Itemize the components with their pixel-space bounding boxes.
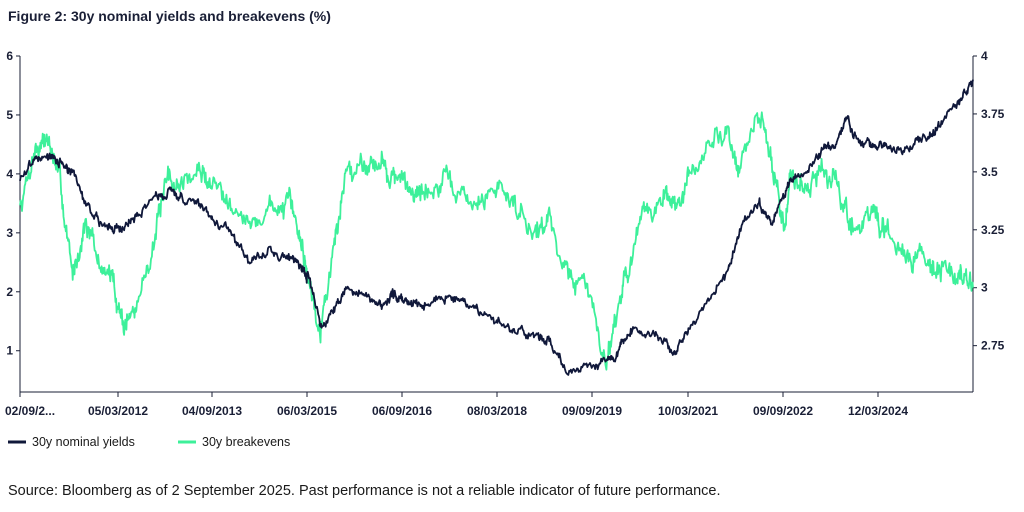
left-y-tick-label: 5 (6, 108, 13, 122)
x-tick-label: 06/03/2015 (277, 404, 337, 418)
right-y-tick-label: 2.75 (981, 339, 1005, 353)
left-y-tick-label: 1 (6, 344, 13, 358)
chart-series-layer (19, 79, 974, 376)
right-y-tick-label: 4 (981, 49, 988, 63)
right-y-tick-label: 3.25 (981, 223, 1005, 237)
chart-title: Figure 2: 30y nominal yields and breakev… (8, 8, 331, 24)
left-y-tick-label: 6 (6, 49, 13, 63)
left-y-tick-label: 4 (6, 167, 13, 181)
x-tick-label: 08/03/2018 (467, 404, 527, 418)
chart-axes: 1 2 3 4 5 6 2.75 3 3.25 3.5 3.75 4 02/09/2... 05/03/2… (5, 49, 1005, 418)
x-tick-label: 09/09/2019 (562, 404, 622, 418)
x-tick-label: 12/03/2024 (848, 404, 908, 418)
right-y-tick-label: 3.5 (981, 165, 998, 179)
right-y-tick-label: 3.75 (981, 107, 1005, 121)
chart-canvas: 1 2 3 4 5 6 2.75 3 3.25 3.5 3.75 4 02/09/2... 05/03/2… (5, 49, 1005, 449)
right-y-tick-label: 3 (981, 281, 988, 295)
breakevens-line (19, 111, 974, 371)
left-y-tick-label: 2 (6, 285, 13, 299)
x-tick-label: 10/03/2021 (658, 404, 718, 418)
legend-label-breakevens: 30y breakevens (202, 435, 290, 449)
x-tick-label: 06/09/2016 (372, 404, 432, 418)
x-tick-label: 04/09/2013 (182, 404, 242, 418)
x-tick-label: 09/09/2022 (753, 404, 813, 418)
source-note: Source: Bloomberg as of 2 September 2025… (8, 483, 721, 499)
legend-label-nominal: 30y nominal yields (32, 435, 135, 449)
x-tick-label: 05/03/2012 (88, 404, 148, 418)
nominal-yields-line (19, 79, 974, 376)
chart-legend: 30y nominal yields 30y breakevens (8, 435, 290, 449)
x-tick-label: 02/09/2... (5, 404, 55, 418)
left-y-tick-label: 3 (6, 226, 13, 240)
